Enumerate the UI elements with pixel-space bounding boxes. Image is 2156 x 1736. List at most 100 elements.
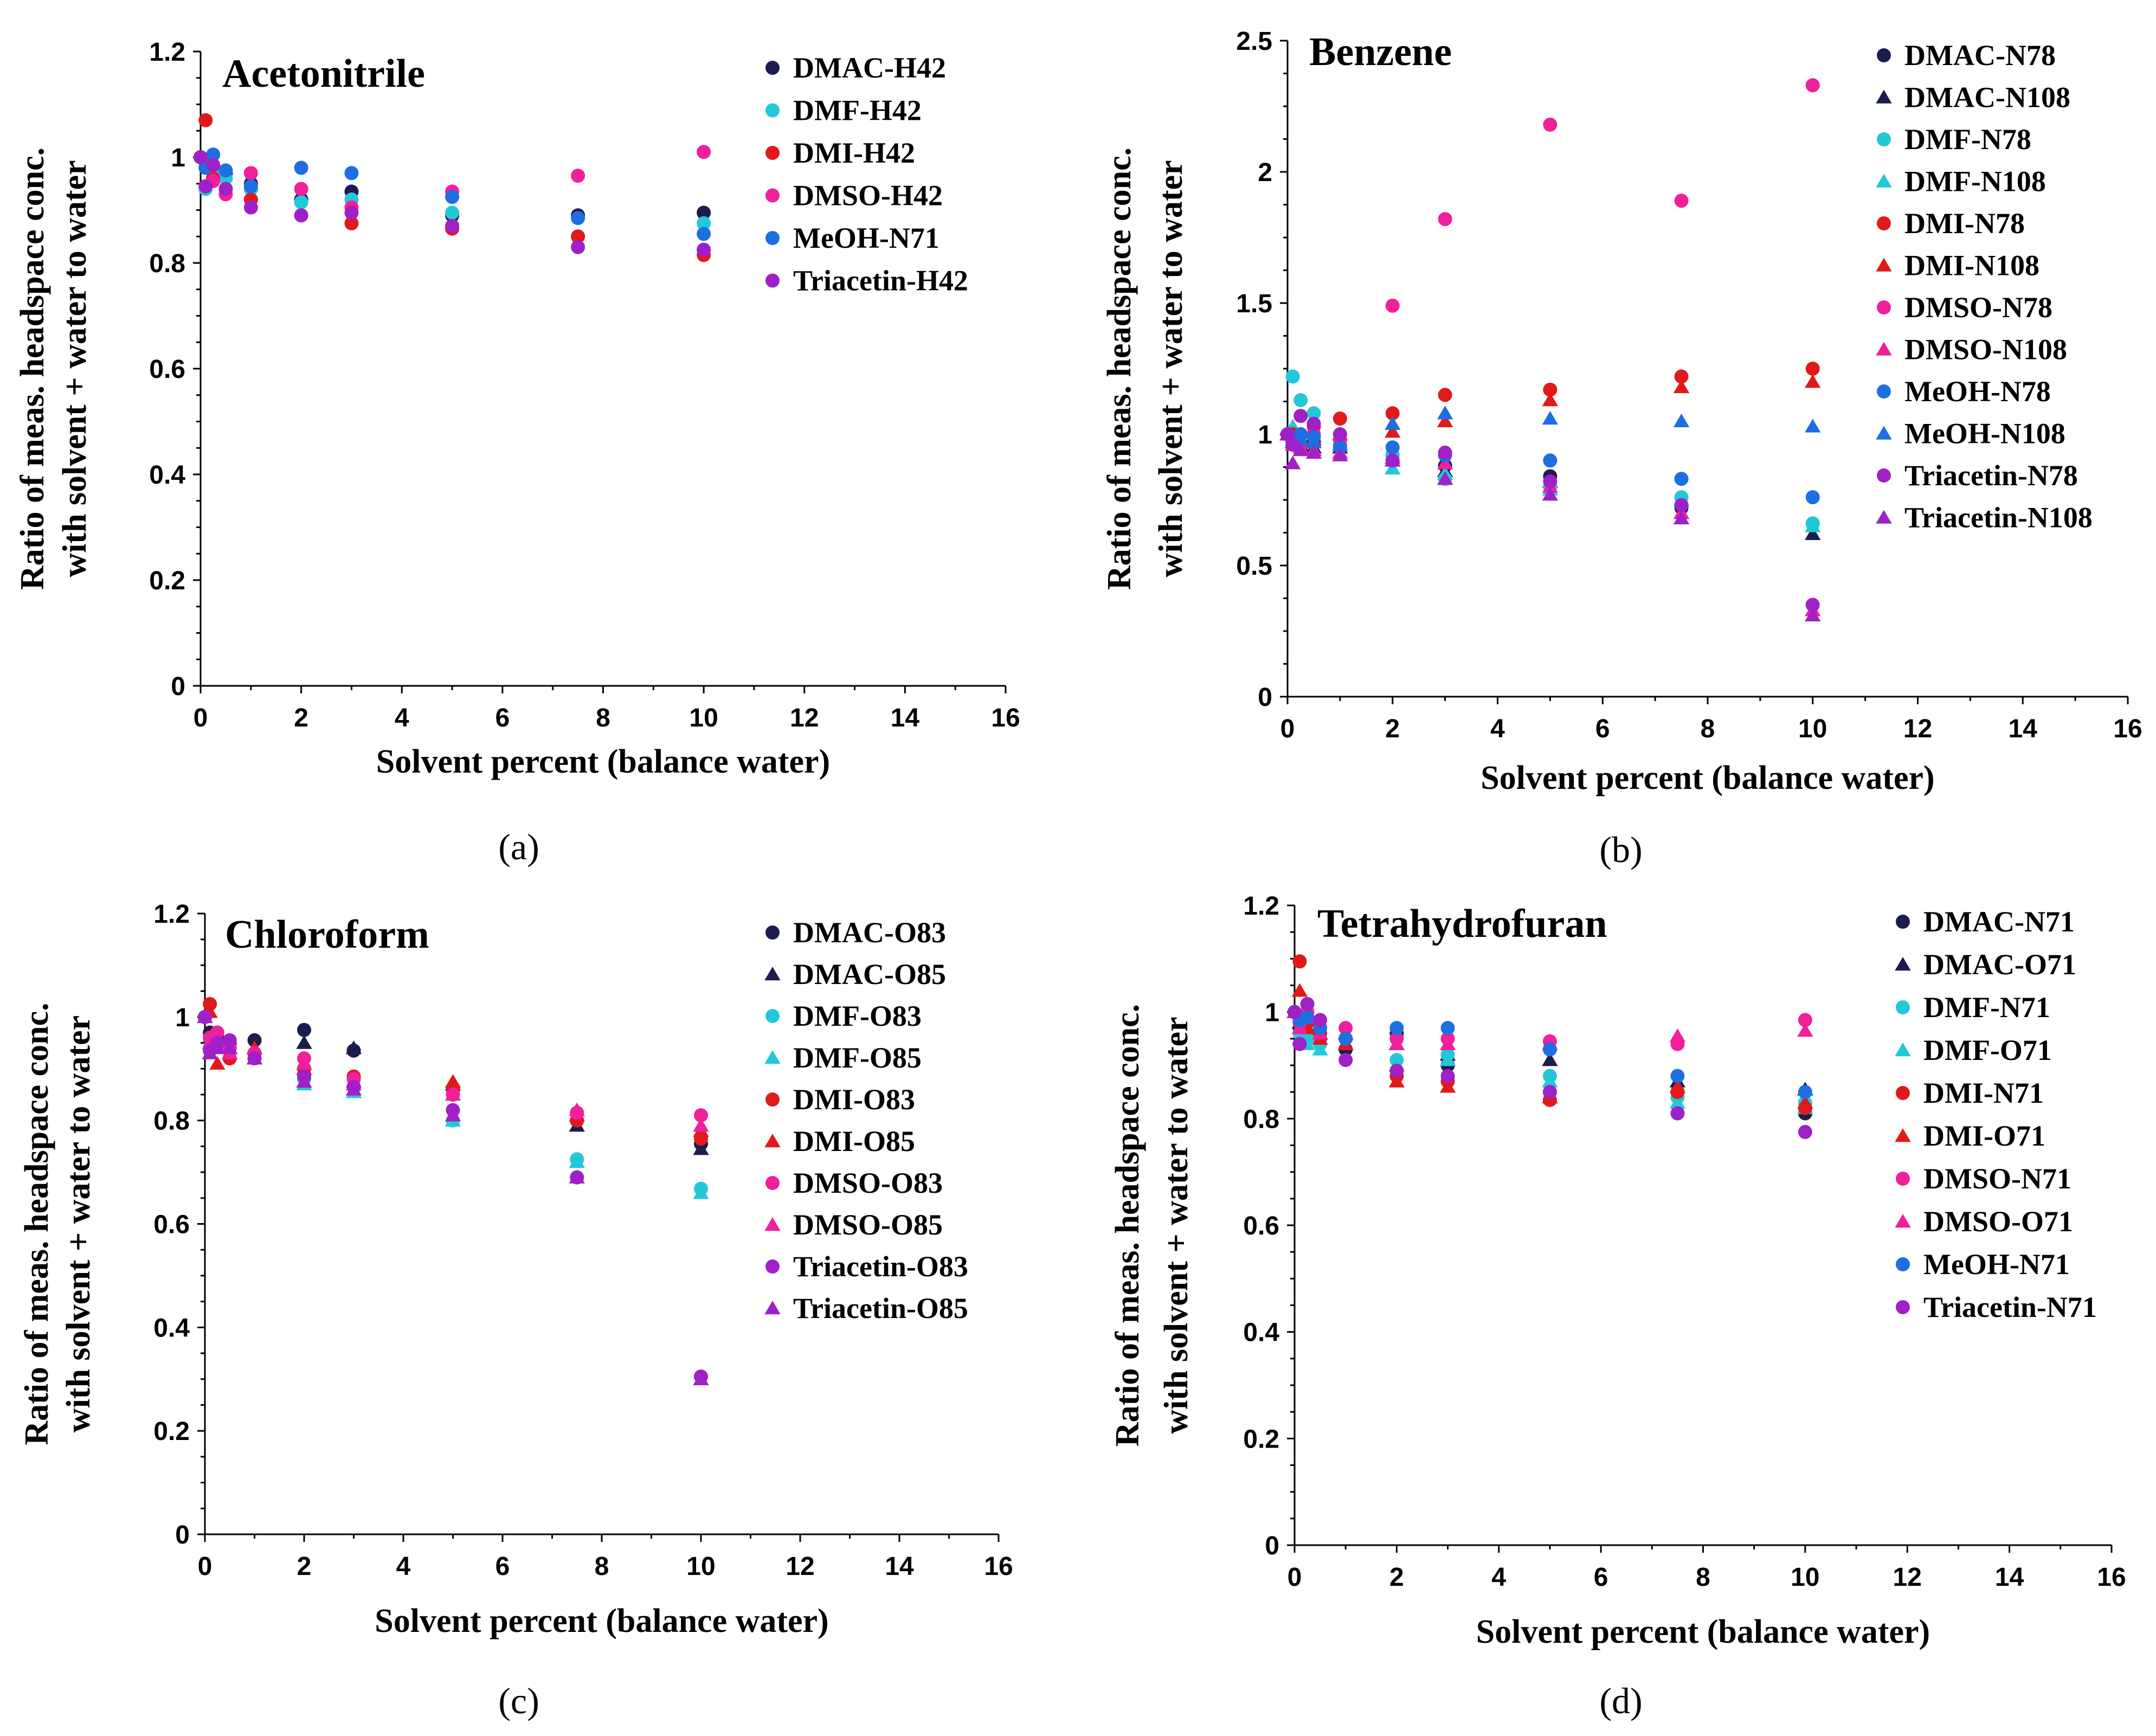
data-point: [1385, 416, 1401, 430]
data-point: [1669, 1079, 1686, 1093]
data-point: [222, 1040, 238, 1055]
y-tick-label: 0.6: [1243, 1212, 1279, 1240]
data-point: [209, 1040, 226, 1055]
data-point: [1439, 1079, 1456, 1093]
data-point: [1805, 518, 1821, 532]
data-point: [697, 227, 711, 241]
x-tick-label: 4: [1491, 1563, 1506, 1592]
legend-label: DMF-O83: [793, 1000, 922, 1032]
legend-label: DMSO-O85: [793, 1208, 943, 1241]
series-dmf-o83: [198, 1010, 708, 1196]
data-point: [1674, 369, 1689, 384]
chart-title: Benzene: [1309, 30, 1452, 74]
x-axis-title: Solvent percent (balance water): [1481, 760, 1934, 796]
legend-marker: [765, 273, 780, 288]
x-tick-label: 16: [2113, 715, 2142, 743]
data-point: [1439, 1036, 1456, 1050]
legend-marker: [764, 1050, 781, 1064]
data-point: [1438, 388, 1452, 402]
series-meoh-n108: [1279, 406, 1821, 451]
legend-label: DMI-N78: [1904, 207, 2025, 240]
legend-label: Triacetin-O85: [793, 1292, 968, 1324]
legend-label: DMAC-N78: [1904, 39, 2056, 72]
data-point: [1805, 597, 1820, 612]
x-tick-label: 0: [194, 704, 208, 732]
data-point: [1797, 1095, 1813, 1109]
legend-marker: [1876, 89, 1892, 104]
legend-marker: [765, 146, 780, 160]
data-point: [1292, 1037, 1307, 1051]
y-tick-label: 0: [171, 672, 185, 701]
series-triacetin-h42: [194, 150, 711, 257]
data-point: [246, 1051, 263, 1065]
data-point: [344, 216, 359, 230]
panel-label: (c): [498, 1680, 539, 1721]
legend-label: DMI-N108: [1904, 249, 2039, 282]
data-point: [1669, 1095, 1686, 1109]
data-point: [222, 1033, 237, 1047]
series-triacetin-o83: [198, 1010, 708, 1384]
data-point: [1797, 1023, 1813, 1037]
data-point: [1292, 954, 1307, 969]
series-dmso-h42: [194, 145, 711, 215]
data-point: [1670, 1106, 1685, 1121]
y-tick-label: 0.2: [1243, 1425, 1279, 1454]
legend-marker: [1896, 1257, 1910, 1271]
x-tick-label: 0: [1280, 715, 1295, 743]
x-tick-label: 10: [689, 704, 718, 732]
legend-marker: [764, 1301, 781, 1315]
data-point: [697, 205, 711, 220]
legend-label: DMF-N71: [1923, 991, 2050, 1024]
data-point: [243, 200, 258, 215]
x-tick-label: 10: [1791, 1563, 1819, 1592]
series-triacetin-n71: [1288, 996, 1812, 1139]
legend-label: DMAC-N71: [1923, 905, 2075, 938]
data-point: [1284, 455, 1301, 470]
x-tick-label: 12: [790, 704, 819, 732]
panel-label: (a): [498, 826, 539, 867]
data-point: [202, 1045, 218, 1059]
x-tick-label: 4: [396, 1552, 411, 1581]
data-point: [1288, 1005, 1302, 1019]
legend-marker: [764, 1134, 781, 1148]
legend-marker: [1895, 1214, 1911, 1228]
data-point: [1292, 442, 1309, 456]
panel-c-chloroform: 0 0.2 0.4 0.6 0.8 1 1.2 0 2 4 6 8 10 12 14 16 Solvent pe…: [18, 900, 1013, 1721]
y-axis-title-line-2: with solvent + water to water: [1153, 160, 1189, 577]
panel-label: (b): [1599, 829, 1642, 870]
data-point: [445, 190, 460, 204]
data-point: [1670, 1069, 1685, 1083]
legend-marker: [1877, 300, 1891, 314]
x-tick-label: 10: [686, 1552, 715, 1581]
data-point: [1798, 1013, 1812, 1027]
data-point: [693, 1185, 709, 1199]
data-point: [697, 242, 711, 257]
data-point: [1385, 453, 1401, 467]
x-tick-label: 0: [198, 1552, 213, 1581]
data-point: [1293, 393, 1308, 408]
data-point: [1543, 117, 1558, 132]
y-axis-title-line-1: Ratio of meas. headspace conc.: [1101, 147, 1138, 590]
legend-label: Triacetin-H42: [793, 265, 968, 297]
x-tick-label: 16: [991, 704, 1020, 732]
x-axis-title: Solvent percent (balance water): [375, 1603, 828, 1639]
data-point: [1385, 406, 1400, 421]
legend-marker: [1895, 1043, 1911, 1057]
y-tick-label: 0.2: [153, 1417, 190, 1446]
y-tick-label: 1: [1265, 999, 1279, 1027]
legend-label: DMF-N78: [1904, 123, 2031, 156]
data-point: [218, 182, 233, 196]
y-tick-label: 1.2: [1243, 892, 1279, 921]
legend-marker: [1876, 258, 1892, 272]
y-tick-label: 1.2: [153, 900, 190, 929]
y-tick-label: 0.6: [153, 1211, 190, 1239]
legend: DMAC-N78 DMAC-N108 DMF-N78 DMF-N108 DMI-N78 D…: [1876, 39, 2093, 534]
data-point: [1805, 419, 1821, 433]
x-tick-label: 6: [1594, 1563, 1608, 1592]
data-point: [1542, 1052, 1558, 1066]
legend-marker: [1877, 132, 1891, 146]
data-point: [197, 1009, 213, 1024]
data-point: [206, 147, 221, 162]
data-point: [1673, 510, 1690, 525]
x-tick-label: 16: [984, 1552, 1013, 1581]
